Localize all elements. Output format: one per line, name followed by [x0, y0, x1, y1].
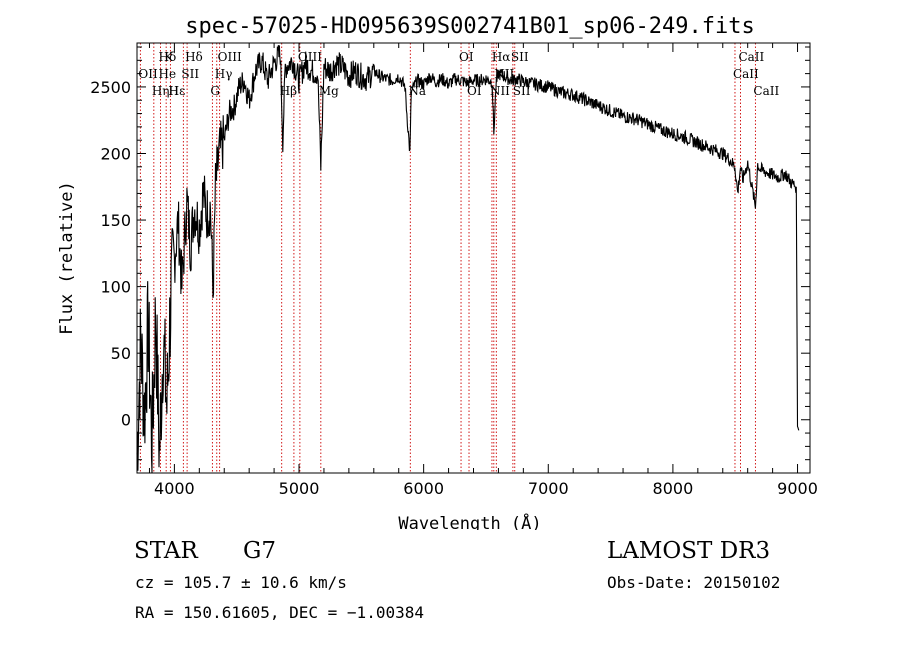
spectrum-series-line — [136, 45, 800, 474]
line-label: SII — [181, 67, 199, 81]
y-tick-label: 0 — [121, 411, 131, 430]
line-label: Hγ — [215, 67, 233, 81]
x-tick-label: 8000 — [653, 479, 694, 498]
x-tick-label: 5000 — [279, 479, 320, 498]
line-label: OI — [459, 50, 474, 64]
line-marker-group — [139, 43, 756, 473]
y-tick-label: 2500 — [90, 78, 131, 97]
line-label: Hη — [152, 84, 170, 98]
x-tick-label: 6000 — [403, 479, 444, 498]
observation-date: Obs-Date: 20150102 — [607, 573, 781, 592]
x-axis: 4000 5000 6000 7000 8000 9000 — [148, 43, 818, 498]
x-axis-label: Wavelength (Å) — [398, 512, 541, 530]
spectral-subclass-label: G7 — [243, 538, 277, 564]
chart-title: spec-57025-HD095639S002741B01_sp06-249.f… — [185, 14, 755, 39]
y-tick-label: 50 — [111, 344, 131, 363]
survey-label: LAMOST DR3 — [607, 538, 771, 564]
y-axis: 0 50 100 150 200 2500 — [90, 46, 810, 474]
line-label: OIII — [298, 50, 322, 64]
line-label: OII — [138, 67, 158, 81]
line-label: OIII — [218, 50, 242, 64]
line-label: CaII — [738, 50, 764, 64]
line-label: OI — [467, 84, 482, 98]
line-label: SII — [513, 84, 531, 98]
coordinates-readout: RA = 150.61605, DEC = −1.00384 — [135, 603, 424, 622]
line-label: Hα — [492, 50, 511, 64]
line-label: Hδ — [185, 50, 203, 64]
line-label: Hδ — [159, 50, 177, 64]
plot-frame — [136, 42, 811, 474]
y-axis-label: Flux (relative) — [57, 181, 77, 335]
object-type-label: STAR — [134, 538, 198, 564]
line-label: Hε — [169, 84, 186, 98]
line-label: CaII — [733, 67, 759, 81]
y-tick-label: 100 — [100, 278, 131, 297]
x-tick-label: 9000 — [777, 479, 818, 498]
line-label: SII — [511, 50, 529, 64]
spectrum-chart: spec-57025-HD095639S002741B01_sp06-249.f… — [57, 14, 818, 530]
x-tick-label: 7000 — [528, 479, 569, 498]
line-label: Mg — [319, 84, 339, 98]
line-label: CaII — [753, 84, 779, 98]
x-tick-label: 4000 — [154, 479, 195, 498]
line-label: He — [159, 67, 177, 81]
redshift-readout: cz = 105.7 ± 10.6 km/s — [135, 573, 347, 592]
line-label: K — [164, 50, 174, 64]
y-tick-label: 150 — [100, 211, 131, 230]
y-tick-label: 200 — [100, 144, 131, 163]
line-label: G — [210, 84, 220, 98]
line-label: H — [168, 84, 178, 98]
line-label: Hβ — [280, 84, 297, 98]
